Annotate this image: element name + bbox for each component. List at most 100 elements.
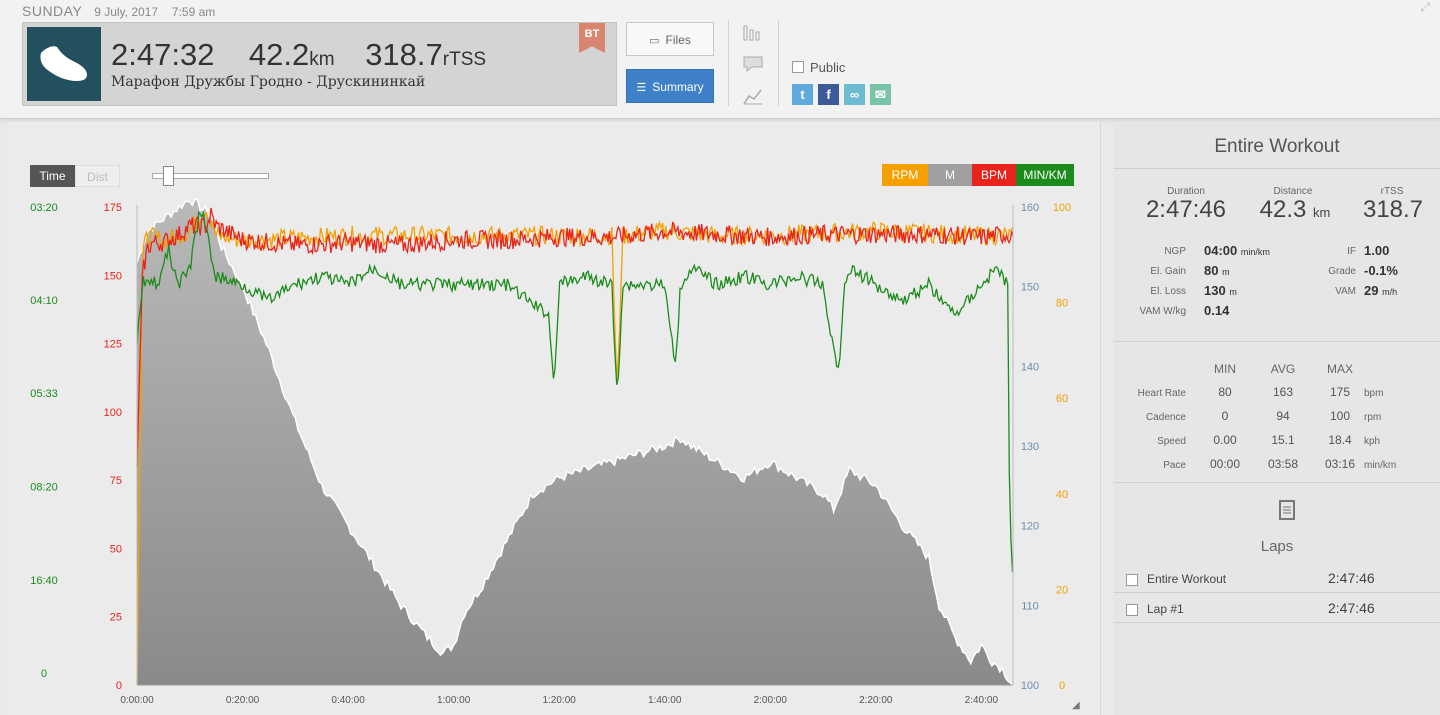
- pace-tick-label: 0: [41, 668, 47, 680]
- elevation-gain-number: 80: [1204, 263, 1219, 278]
- cadence-tick-label: 60: [1056, 393, 1068, 405]
- speed-unit: kph: [1364, 436, 1381, 447]
- x-tick-label: 2:20:00: [859, 695, 893, 706]
- facebook-icon[interactable]: f: [818, 84, 839, 105]
- email-icon[interactable]: ✉: [870, 84, 891, 105]
- vam-wkg-label: VAM W/kg: [1139, 306, 1186, 317]
- link-icon[interactable]: ∞: [844, 84, 865, 105]
- lap-checkbox[interactable]: [1126, 574, 1138, 586]
- elevation-loss-number: 130: [1204, 283, 1226, 298]
- stats-header-avg: AVG: [1270, 362, 1296, 376]
- twitter-icon[interactable]: t: [792, 84, 813, 105]
- heart-rate-unit: bpm: [1364, 388, 1384, 399]
- analysis-chart-icon[interactable]: [741, 86, 765, 110]
- bar-chart-icon[interactable]: [741, 22, 765, 46]
- summary-button[interactable]: ☰ Summary: [626, 69, 714, 103]
- grade-value: -0.1%: [1364, 263, 1398, 278]
- cadence-tick-label: 100: [1053, 202, 1071, 214]
- elevation-loss-label: El. Loss: [1150, 286, 1186, 297]
- resize-handle-icon[interactable]: ◢: [1072, 700, 1080, 711]
- x-tick-label: 0:00:00: [120, 695, 154, 706]
- x-tick-label: 2:40:00: [965, 695, 999, 706]
- zoom-slider-handle[interactable]: [163, 166, 174, 186]
- cadence-tick-label: 0: [1059, 680, 1065, 692]
- workout-distance: 42.2: [248, 37, 310, 72]
- workout-tss-unit: rTSS: [442, 49, 487, 70]
- divider: [1114, 482, 1440, 483]
- legend-bpm[interactable]: BPM: [972, 164, 1016, 186]
- expand-icon[interactable]: ⤢: [1420, 0, 1430, 14]
- stats-header-max: MAX: [1326, 362, 1353, 376]
- elevation-tick-label: 120: [1021, 521, 1039, 533]
- elevation-tick-label: 100: [1021, 680, 1039, 692]
- cadence-avg: 94: [1276, 409, 1290, 423]
- elevation-tick-label: 130: [1021, 441, 1039, 453]
- clipboard-icon: [1279, 500, 1295, 520]
- pace-tick-label: 05:33: [30, 388, 58, 400]
- bpm-line: [136, 207, 1014, 467]
- pace-line: [136, 210, 1014, 572]
- zoom-slider-track[interactable]: [152, 173, 269, 179]
- bpm-series: [136, 207, 1014, 467]
- time-toggle[interactable]: Time: [30, 165, 75, 187]
- heart-rate-max: 175: [1329, 385, 1351, 399]
- lap-row[interactable]: Lap #1 2:47:46: [1114, 596, 1440, 624]
- workout-title[interactable]: Марафон Дружбы Гродно - Друскининкай: [111, 74, 426, 90]
- stats-header-min: MIN: [1214, 362, 1236, 376]
- lap-row[interactable]: Entire Workout 2:47:46: [1114, 566, 1440, 594]
- cadence-tick-label: 20: [1056, 584, 1068, 596]
- speed-max: 18.4: [1328, 433, 1352, 447]
- dist-toggle[interactable]: Dist: [75, 165, 120, 187]
- workout-date-text: 9 July, 2017: [94, 5, 159, 19]
- lap-checkbox[interactable]: [1126, 604, 1138, 616]
- distance-label: Distance: [1273, 186, 1313, 197]
- elevation-area: [136, 197, 1014, 687]
- cadence-unit: rpm: [1364, 412, 1382, 423]
- workout-start-time: 7:59 am: [171, 5, 216, 19]
- vam-wkg-value: 0.14: [1204, 303, 1230, 318]
- workout-chart[interactable]: 0:00:00 0:20:00 0:40:00 1:00:00 1:20:00 1:40:…: [0, 0, 1100, 715]
- divider: [1114, 168, 1440, 169]
- legend-elevation[interactable]: M: [928, 164, 972, 186]
- elevation-loss-value: 130 m: [1204, 283, 1237, 298]
- duration-value: 2:47:46: [1145, 196, 1227, 223]
- cadence-tick-label: 80: [1056, 298, 1068, 310]
- vam-value: 29 m/h: [1364, 283, 1397, 298]
- x-tick-label: 2:00:00: [754, 695, 788, 706]
- heart-rate-label: Heart Rate: [1137, 388, 1186, 399]
- summary-button-label: Summary: [652, 80, 704, 94]
- axis-ticks: 0:00:00 0:20:00 0:40:00 1:00:00 1:20:00 1:40:…: [30, 202, 1071, 706]
- speed-label: Speed: [1157, 436, 1186, 447]
- workout-tss: 318.7: [365, 37, 443, 72]
- legend-rpm[interactable]: RPM: [882, 164, 928, 186]
- public-checkbox[interactable]: [792, 61, 804, 73]
- duration-label: Duration: [1167, 186, 1205, 197]
- files-button[interactable]: ▭ Files: [626, 22, 714, 56]
- ngp-label: NGP: [1164, 246, 1186, 257]
- divider: [1114, 341, 1440, 342]
- pace-unit: min/km: [1364, 460, 1397, 471]
- elevation-tick-label: 110: [1021, 600, 1039, 612]
- pace-max: 03:16: [1324, 457, 1356, 471]
- workout-distance-unit: km: [309, 49, 335, 70]
- bpm-tick-label: 100: [104, 407, 122, 419]
- divider: [728, 20, 729, 106]
- elevation-fill: [137, 198, 1013, 686]
- legend-pace[interactable]: MIN/KM: [1016, 164, 1074, 186]
- summary-panel: Entire Workout Duration 2:47:46 Distance…: [1114, 122, 1440, 715]
- cadence-max: 100: [1329, 409, 1351, 423]
- public-toggle[interactable]: Public: [792, 60, 845, 75]
- cadence-min: 0: [1221, 409, 1229, 423]
- pace-avg: 03:58: [1267, 457, 1299, 471]
- tss-label: rTSS: [1380, 186, 1404, 197]
- comment-icon[interactable]: [741, 54, 765, 78]
- laps-title: Laps: [1260, 538, 1294, 555]
- ngp-unit: min/km: [1240, 247, 1270, 257]
- elevation-line: [136, 197, 1014, 687]
- list-icon: ☰: [636, 82, 647, 94]
- speed-min: 0.00: [1213, 433, 1237, 447]
- elevation-tick-label: 160: [1021, 202, 1039, 214]
- workout-day: SUNDAY: [22, 3, 83, 19]
- workout-big-stats: 2:47:32 42.2km 318.7rTSS: [111, 37, 508, 73]
- elevation-loss-unit: m: [1229, 287, 1237, 297]
